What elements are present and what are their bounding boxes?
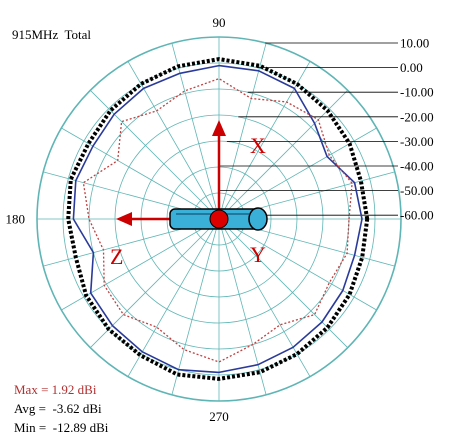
grid-ring	[114, 114, 324, 324]
grid-spoke	[171, 43, 220, 220]
series-red	[82, 77, 353, 363]
radial-tick-label: 0.00	[400, 60, 423, 75]
stat-min: Min = -12.89 dBi	[14, 420, 109, 435]
grid-spoke	[171, 218, 220, 395]
radial-tick-label: -30.00	[400, 134, 434, 149]
x-axis-label: X	[250, 133, 266, 158]
antenna-diagram: X Y Z	[110, 120, 268, 269]
y-axis-label: Y	[250, 242, 266, 267]
grid-spoke	[218, 218, 267, 395]
stats-block: Max = 1.92 dBi Avg = -3.62 dBi Min = -12…	[14, 382, 109, 435]
series-blue	[72, 64, 363, 374]
grid-spoke	[218, 218, 377, 311]
grid-spoke	[218, 43, 267, 220]
series-total	[66, 57, 370, 381]
grid-ring	[62, 62, 376, 376]
x-arrowhead	[212, 120, 226, 136]
z-axis-label: Z	[110, 244, 123, 269]
radial-tick-label: -50.00	[400, 183, 434, 198]
grid-spoke	[127, 218, 220, 377]
grid-spoke	[127, 61, 220, 220]
radial-tick-label: -40.00	[400, 159, 434, 174]
radial-tick-label: -60.00	[400, 208, 434, 223]
grid-spoke	[90, 218, 220, 348]
pattern-series	[66, 57, 370, 381]
stat-avg: Avg = -3.62 dBi	[14, 401, 102, 416]
angle-label-270: 270	[209, 409, 229, 424]
angle-label-180: 180	[6, 212, 26, 227]
antenna-end-cap	[248, 207, 268, 231]
grid-spoke	[218, 218, 311, 377]
grid-ring	[36, 36, 402, 402]
stat-max: Max = 1.92 dBi	[14, 382, 97, 397]
grid-spoke	[218, 61, 311, 220]
angle-label-90: 90	[213, 15, 226, 30]
chart-title: 915MHz Total	[12, 27, 91, 42]
antenna-origin	[209, 209, 229, 229]
grid-spoke	[90, 90, 220, 220]
z-arrowhead	[116, 212, 132, 226]
grid-spoke	[61, 127, 220, 220]
radial-tick-label: -10.00	[400, 85, 434, 100]
radial-tick-label: 10.00	[400, 36, 429, 51]
angle-labels: 90 180 270	[6, 15, 229, 424]
radial-tick-label: -20.00	[400, 109, 434, 124]
radial-tick-labels: 10.00 0.00 -10.00 -20.00 -30.00 -40.00 -50.00 -…	[219, 36, 434, 223]
